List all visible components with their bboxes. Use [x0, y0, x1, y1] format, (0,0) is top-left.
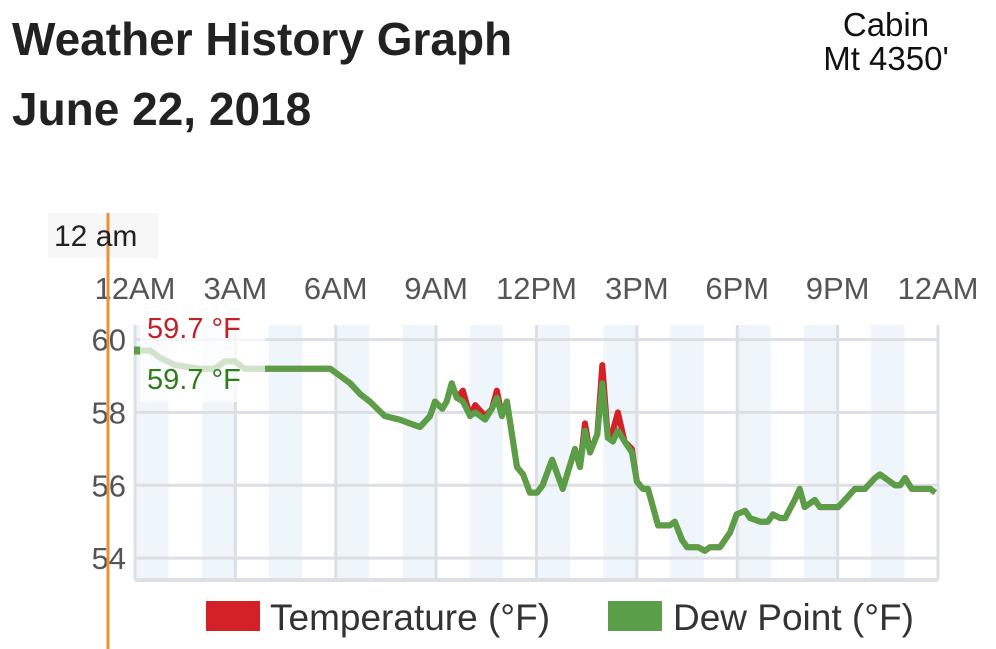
x-tick-label: 6AM	[304, 271, 368, 306]
legend-dew-point-label: Dew Point (°F)	[673, 597, 914, 638]
hour-stripe	[469, 325, 504, 580]
grid	[133, 325, 940, 582]
station-line1: Cabin	[842, 6, 930, 43]
legend: Temperature (°F) Dew Point (°F)	[206, 597, 914, 638]
x-tick-label: 9AM	[404, 271, 468, 306]
tooltip-time-box	[48, 213, 158, 258]
hour-stripe	[871, 325, 905, 580]
hour-stripes	[135, 325, 905, 580]
tooltip-time: 12 am	[54, 220, 137, 253]
x-axis-ticks: 12AM 3AM 6AM 9AM 12PM 3PM 6PM 9PM 12AM	[95, 271, 979, 306]
cursor-marker	[134, 346, 141, 355]
hour-stripe	[536, 325, 570, 580]
x-tick-label: 12AM	[898, 271, 979, 306]
x-tick-label: 3AM	[204, 271, 268, 306]
hour-stripe	[402, 325, 437, 580]
page-title: Weather History Graph	[12, 13, 513, 65]
legend-dew-point-swatch	[608, 601, 662, 631]
station-line2: Mt 4350'	[823, 40, 949, 77]
legend-temperature-swatch	[206, 601, 260, 631]
x-tick-label: 9PM	[806, 271, 870, 306]
station-name: Cabin Mt 4350'	[806, 8, 966, 76]
x-tick-label: 12PM	[496, 271, 577, 306]
tooltip-temperature: 59.7 °F	[147, 313, 241, 345]
x-tick-label: 3PM	[605, 271, 669, 306]
tooltip-values-box	[140, 308, 265, 402]
hour-stripe	[268, 325, 303, 580]
legend-temperature-label: Temperature (°F)	[270, 597, 550, 638]
hour-stripe	[670, 325, 704, 580]
x-tick-label: 6PM	[705, 271, 769, 306]
hour-stripe	[804, 325, 838, 580]
tooltip-dew-point: 59.7 °F	[147, 364, 241, 396]
page-date: June 22, 2018	[12, 83, 312, 135]
data-points	[134, 346, 936, 551]
hour-stripe	[737, 325, 771, 580]
hour-stripe	[335, 325, 370, 580]
